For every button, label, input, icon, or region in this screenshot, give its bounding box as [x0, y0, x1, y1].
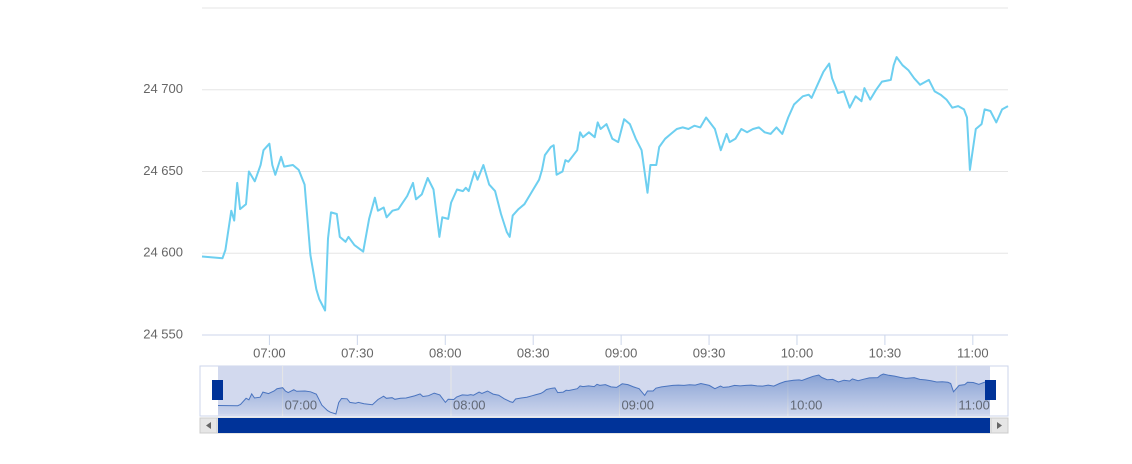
scrollbar-left-arrow: [206, 422, 211, 429]
navigator-line: [217, 373, 991, 415]
x-tick-label: 08:30: [517, 345, 550, 360]
y-tick-label: 24 650: [143, 163, 183, 178]
y-tick-label: 24 700: [143, 81, 183, 96]
x-tick-label: 09:30: [693, 345, 726, 360]
scrollbar-right-arrow: [997, 422, 1002, 429]
y-tick-label: 24 550: [143, 326, 183, 341]
x-tick-label: 07:30: [341, 345, 374, 360]
scrollbar-thumb[interactable]: [218, 418, 990, 433]
navigator-handle-right[interactable]: [985, 380, 996, 400]
x-tick-label: 11:00: [957, 345, 989, 360]
y-tick-label: 24 600: [143, 245, 183, 260]
x-tick-label: 10:00: [781, 345, 814, 360]
x-tick-label: 07:00: [253, 345, 286, 360]
navigator-handle-left[interactable]: [212, 380, 223, 400]
x-tick-label: 08:00: [429, 345, 462, 360]
navigator-area: [218, 374, 990, 414]
x-tick-label: 10:30: [869, 345, 902, 360]
x-tick-label: 09:00: [605, 345, 638, 360]
price-line: [201, 56, 1009, 312]
